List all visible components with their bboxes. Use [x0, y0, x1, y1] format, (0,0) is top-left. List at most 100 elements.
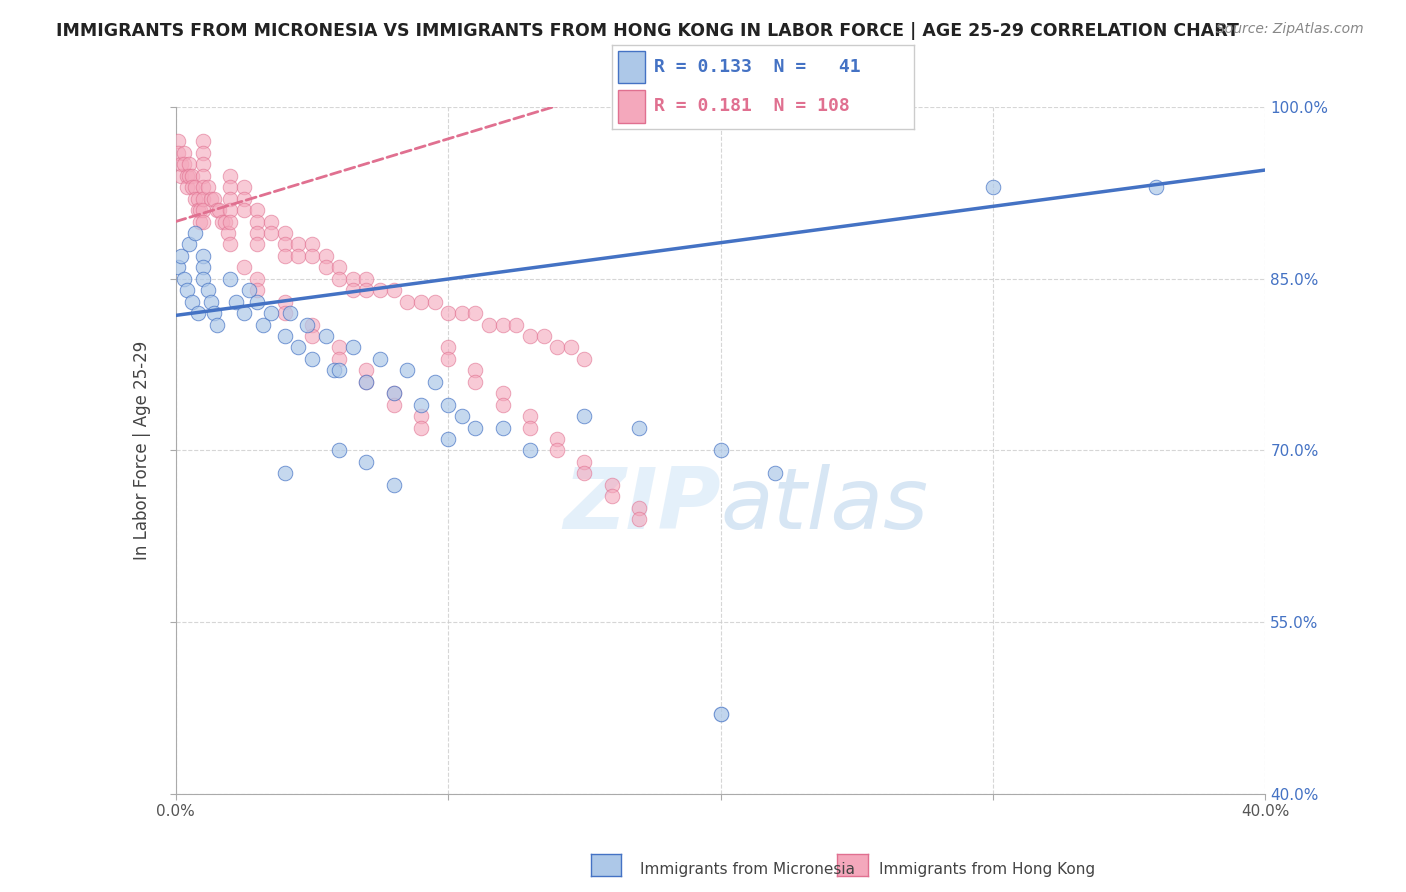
- Point: [232, 192, 254, 206]
- Point: [627, 420, 650, 434]
- Point: [492, 420, 515, 434]
- Point: [191, 192, 214, 206]
- Point: [519, 329, 541, 343]
- Point: [232, 180, 254, 194]
- Point: [328, 351, 350, 366]
- Point: [246, 272, 269, 286]
- Point: [409, 420, 432, 434]
- Point: [519, 443, 541, 458]
- Point: [260, 306, 283, 320]
- Point: [200, 192, 222, 206]
- Point: [763, 467, 786, 481]
- Point: [274, 237, 297, 252]
- Point: [492, 386, 515, 401]
- Point: [382, 386, 405, 401]
- Point: [211, 214, 233, 228]
- Text: Source: ZipAtlas.com: Source: ZipAtlas.com: [1216, 22, 1364, 37]
- Point: [328, 443, 350, 458]
- Point: [176, 169, 198, 183]
- Point: [191, 260, 214, 275]
- Bar: [617, 90, 645, 122]
- Point: [342, 341, 364, 355]
- Point: [546, 341, 568, 355]
- Point: [225, 294, 247, 309]
- Point: [574, 409, 596, 424]
- Point: [322, 363, 344, 377]
- Point: [173, 145, 195, 160]
- Point: [167, 135, 190, 149]
- Text: ZIP: ZIP: [562, 464, 721, 547]
- Point: [197, 283, 219, 297]
- Point: [409, 294, 432, 309]
- Point: [574, 467, 596, 481]
- Point: [214, 214, 236, 228]
- Point: [301, 249, 323, 263]
- Point: [274, 294, 297, 309]
- Point: [181, 180, 204, 194]
- Point: [627, 512, 650, 526]
- Point: [382, 478, 405, 492]
- Point: [328, 363, 350, 377]
- Text: Immigrants from Micronesia: Immigrants from Micronesia: [640, 863, 855, 877]
- Point: [232, 260, 254, 275]
- Point: [179, 169, 201, 183]
- Point: [191, 180, 214, 194]
- Point: [315, 249, 337, 263]
- Point: [464, 363, 486, 377]
- Point: [200, 294, 222, 309]
- Point: [328, 260, 350, 275]
- Point: [342, 283, 364, 297]
- Text: atlas: atlas: [721, 464, 928, 547]
- Point: [437, 341, 460, 355]
- Point: [179, 237, 201, 252]
- Point: [368, 283, 391, 297]
- Point: [232, 203, 254, 218]
- Point: [184, 180, 207, 194]
- Point: [437, 398, 460, 412]
- Point: [396, 363, 419, 377]
- Point: [191, 214, 214, 228]
- Point: [186, 203, 209, 218]
- Point: [450, 306, 472, 320]
- Point: [519, 420, 541, 434]
- Point: [382, 386, 405, 401]
- Point: [478, 318, 501, 332]
- Point: [274, 226, 297, 240]
- Point: [208, 203, 231, 218]
- Point: [260, 226, 283, 240]
- Point: [437, 306, 460, 320]
- Point: [246, 203, 269, 218]
- Point: [238, 283, 260, 297]
- Point: [368, 351, 391, 366]
- Bar: [617, 51, 645, 83]
- Point: [188, 203, 211, 218]
- Point: [295, 318, 318, 332]
- Point: [382, 283, 405, 297]
- Point: [492, 398, 515, 412]
- Point: [191, 272, 214, 286]
- Point: [301, 318, 323, 332]
- Point: [188, 214, 211, 228]
- Point: [219, 272, 242, 286]
- Point: [546, 443, 568, 458]
- Point: [710, 443, 733, 458]
- Point: [186, 192, 209, 206]
- Point: [315, 260, 337, 275]
- Point: [533, 329, 555, 343]
- Point: [167, 145, 190, 160]
- Point: [981, 180, 1004, 194]
- Point: [287, 341, 309, 355]
- Point: [191, 203, 214, 218]
- Point: [423, 294, 446, 309]
- Point: [356, 363, 378, 377]
- Point: [173, 272, 195, 286]
- Point: [274, 306, 297, 320]
- Text: R = 0.133  N =   41: R = 0.133 N = 41: [654, 58, 860, 76]
- Point: [191, 249, 214, 263]
- Point: [217, 226, 239, 240]
- Point: [356, 375, 378, 389]
- Text: Immigrants from Hong Kong: Immigrants from Hong Kong: [879, 863, 1095, 877]
- Point: [219, 192, 242, 206]
- Point: [278, 306, 301, 320]
- Point: [246, 283, 269, 297]
